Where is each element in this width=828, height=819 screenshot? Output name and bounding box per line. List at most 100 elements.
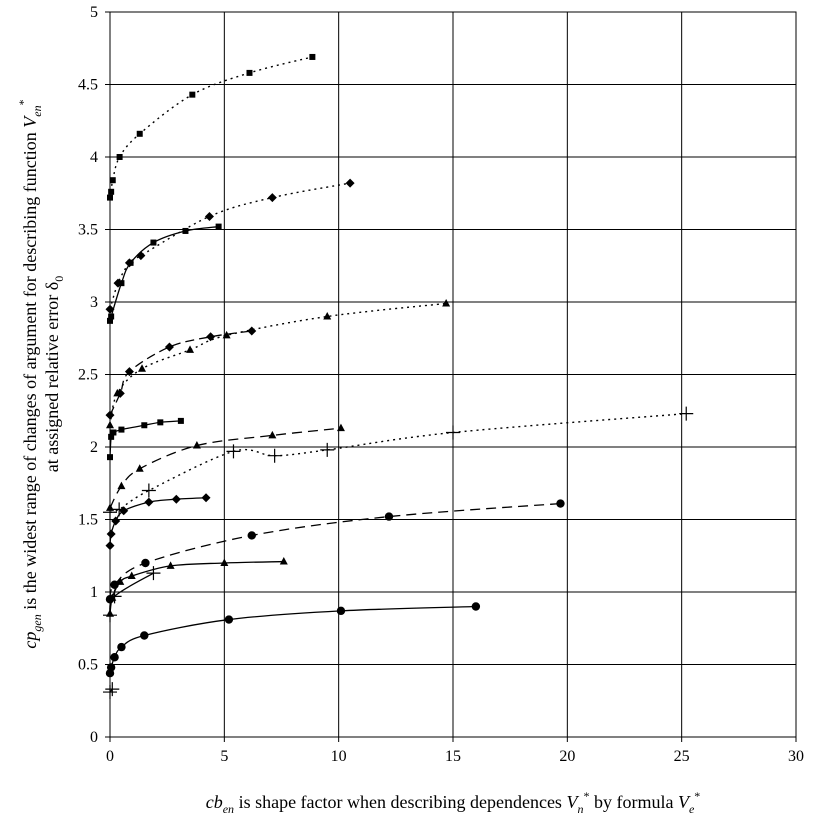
data-point-square	[118, 280, 125, 287]
data-point-diamond	[345, 178, 355, 188]
data-point-circle	[141, 558, 150, 568]
data-point-triangle	[106, 420, 114, 429]
data-point-diamond	[115, 388, 125, 398]
data-point-diamond	[247, 326, 257, 336]
data-point-plus	[446, 425, 460, 440]
data-point-plus	[320, 442, 335, 457]
data-point-square	[118, 426, 125, 433]
data-point-square	[309, 53, 316, 60]
y-tick-label: 3.5	[78, 222, 98, 239]
series-1	[107, 53, 316, 201]
x-axis-title: cben is shape factor when describing dep…	[206, 789, 701, 816]
data-point-square	[150, 239, 157, 246]
data-point-triangle	[220, 558, 229, 566]
plot-area	[103, 11, 797, 742]
data-point-circle	[140, 631, 149, 640]
data-point-square	[136, 130, 143, 137]
data-point-square	[110, 429, 117, 436]
series-13	[105, 602, 481, 678]
data-point-plus	[103, 685, 117, 700]
series-line	[109, 502, 561, 600]
data-point-square	[107, 194, 113, 201]
data-point-diamond	[164, 342, 174, 352]
series-5	[105, 326, 257, 420]
data-point-triangle	[127, 571, 136, 580]
data-point-triangle	[138, 364, 147, 372]
data-point-plus	[141, 483, 156, 498]
data-point-square	[141, 422, 148, 429]
y-tick-label: 0	[90, 729, 98, 746]
data-point-plus	[146, 566, 161, 581]
data-point-triangle	[268, 430, 277, 439]
data-point-diamond	[111, 516, 121, 526]
x-tick-label: 5	[220, 748, 228, 765]
y-tick-label: 5	[90, 4, 98, 21]
data-point-triangle	[186, 345, 195, 353]
series-14	[103, 682, 120, 700]
data-point-square	[108, 433, 115, 440]
data-point-square	[182, 227, 189, 234]
series-8	[103, 406, 694, 520]
series-9	[105, 493, 211, 551]
data-point-plus	[103, 505, 117, 520]
data-point-square	[246, 69, 253, 76]
data-point-diamond	[105, 541, 115, 551]
y-tick-label: 4	[90, 149, 98, 166]
data-point-diamond	[204, 211, 214, 221]
y-tick-label: 1.5	[78, 512, 98, 529]
y-tick-label: 2.5	[78, 367, 98, 384]
data-point-diamond	[124, 367, 134, 377]
data-point-triangle	[323, 312, 332, 320]
data-point-circle	[247, 531, 256, 540]
data-point-triangle	[222, 330, 231, 339]
data-point-triangle	[336, 423, 345, 432]
data-point-triangle	[117, 481, 126, 490]
data-point-square	[107, 454, 113, 461]
data-point-triangle	[442, 298, 451, 307]
data-point-plus	[103, 608, 117, 623]
data-point-circle	[384, 512, 394, 521]
data-point-plus	[105, 682, 120, 697]
y-axis-title-line2: at assigned relative error δ0	[42, 276, 66, 472]
data-point-diamond	[106, 529, 116, 539]
data-point-circle	[110, 653, 119, 662]
data-point-diamond	[206, 332, 216, 342]
data-series	[103, 53, 694, 700]
data-point-circle	[471, 602, 481, 611]
data-point-triangle	[116, 577, 125, 585]
data-point-square	[127, 259, 134, 266]
x-tick-label: 15	[445, 748, 461, 765]
data-point-circle	[224, 615, 234, 624]
data-point-circle	[106, 663, 116, 672]
series-6	[107, 417, 184, 461]
y-tick-label: 2	[90, 439, 98, 456]
data-point-diamond	[144, 497, 154, 507]
data-point-circle	[336, 606, 346, 616]
data-point-square	[177, 417, 184, 424]
y-tick-label: 3	[90, 294, 98, 311]
data-point-square	[109, 177, 116, 184]
data-point-plus	[267, 448, 282, 463]
data-point-triangle	[135, 464, 144, 472]
data-point-circle	[117, 642, 126, 652]
data-point-diamond	[267, 193, 277, 203]
data-point-triangle	[192, 441, 201, 449]
data-point-triangle	[279, 557, 288, 565]
y-axis-title-line1: cpgen is the widest range of changes of …	[16, 99, 44, 648]
x-tick-label: 0	[106, 748, 114, 765]
x-axis-ticks: 0 5 10 15 20 25 30	[106, 748, 804, 765]
y-axis-title: cpgen is the widest range of changes of …	[16, 99, 66, 648]
data-point-square	[108, 188, 115, 195]
data-point-square	[108, 313, 115, 320]
data-point-circle	[556, 499, 565, 508]
data-point-plus	[107, 589, 122, 604]
data-point-square	[189, 91, 196, 98]
data-point-diamond	[201, 493, 211, 503]
y-axis-ticks: 0 0.5 1 1.5 2 2.5 3 3.5 4 4.5 5	[78, 4, 98, 746]
gridlines	[105, 11, 797, 742]
series-12	[103, 566, 161, 623]
data-point-plus	[679, 406, 694, 421]
data-point-plus	[226, 444, 241, 459]
y-tick-label: 0.5	[78, 657, 98, 674]
series-3	[107, 223, 222, 324]
